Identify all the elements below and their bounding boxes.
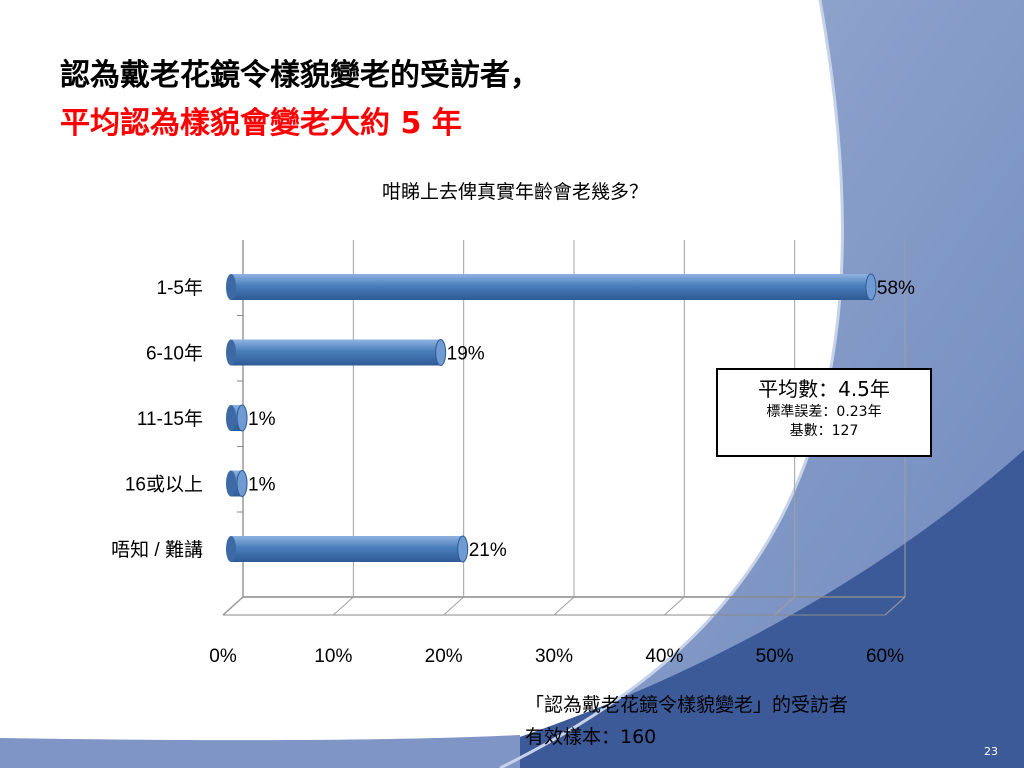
x-tick-label: 10% — [314, 646, 352, 667]
x-tick-label: 30% — [535, 646, 573, 667]
bar-end-cap — [236, 404, 248, 432]
slide-title-line2: 平均認為樣貌會變老大約 5 年 — [60, 106, 462, 141]
bar-value-label: 1% — [248, 475, 276, 496]
x-tick-label: 50% — [756, 646, 794, 667]
chart-title: 咁睇上去俾真實年齡會老幾多？ — [381, 181, 648, 203]
category-label: 唔知 / 難講 — [111, 539, 203, 561]
bar-3 — [226, 470, 248, 497]
bar-end-cap — [236, 470, 248, 497]
x-tick-label: 0% — [209, 646, 237, 667]
chart-gridline-floor — [774, 596, 796, 616]
bar-base-cap — [226, 274, 236, 300]
bar-2 — [226, 404, 248, 432]
bar-base-cap — [226, 405, 236, 431]
bar-end-cap — [435, 339, 447, 366]
bar-base-cap — [226, 470, 236, 497]
background-bottom-band — [0, 735, 520, 768]
stats-base: 基數：127 — [789, 423, 859, 439]
bar-value-label: 21% — [469, 540, 507, 561]
bar-body — [231, 405, 243, 431]
x-tick-label: 60% — [866, 646, 904, 667]
bar-value-label: 58% — [877, 278, 915, 299]
bar-end-cap — [865, 273, 877, 301]
chart-gridline-floor — [222, 596, 244, 616]
bar-1 — [226, 339, 447, 366]
category-label: 11-15年 — [137, 408, 203, 430]
page-number: 23 — [984, 745, 998, 758]
bar-value-label: 1% — [248, 409, 276, 430]
chart-gridline-floor — [553, 596, 575, 616]
footnote-respondents: 「認為戴老花鏡令樣貌變老」的受訪者 — [525, 694, 849, 716]
footnote-sample-size: 有效樣本：160 — [525, 726, 657, 748]
category-label: 1-5年 — [157, 277, 203, 299]
background-curve-edge — [499, 0, 844, 768]
slide-title-line1: 認為戴老花鏡令樣貌變老的受訪者， — [60, 58, 540, 93]
x-tick-label: 20% — [425, 646, 463, 667]
category-label: 16或以上 — [125, 474, 203, 496]
bar-end-cap — [457, 535, 469, 563]
bar-base-cap — [226, 339, 236, 366]
stats-box: 平均數：4.5年 標準誤差：0.23年 基數：127 — [716, 368, 932, 457]
background-curve-dark — [420, 450, 1024, 768]
chart-gridline-floor — [884, 596, 906, 616]
bar-0 — [226, 273, 877, 301]
chart-labels: 0% 10% 20% 30% 40% 50% 60% 58% 1-5年 19% 6-10年 1% 11-… — [111, 277, 915, 667]
chart-gridline-floor — [663, 596, 685, 616]
chart-gridline-floor — [332, 596, 354, 616]
stats-mean: 平均數：4.5年 — [758, 377, 890, 401]
bar-value-label: 19% — [447, 344, 485, 365]
chart-gridline-floor — [443, 596, 465, 616]
bar-body — [231, 274, 871, 300]
bar-4 — [226, 535, 469, 563]
stats-std-error: 標準誤差：0.23年 — [766, 404, 882, 420]
bar-body — [231, 536, 463, 562]
bar-body — [231, 470, 243, 497]
x-tick-label: 40% — [645, 646, 683, 667]
bar-body — [231, 339, 441, 366]
category-label: 6-10年 — [146, 343, 203, 365]
bar-base-cap — [226, 536, 236, 562]
chart-bars — [226, 273, 877, 563]
